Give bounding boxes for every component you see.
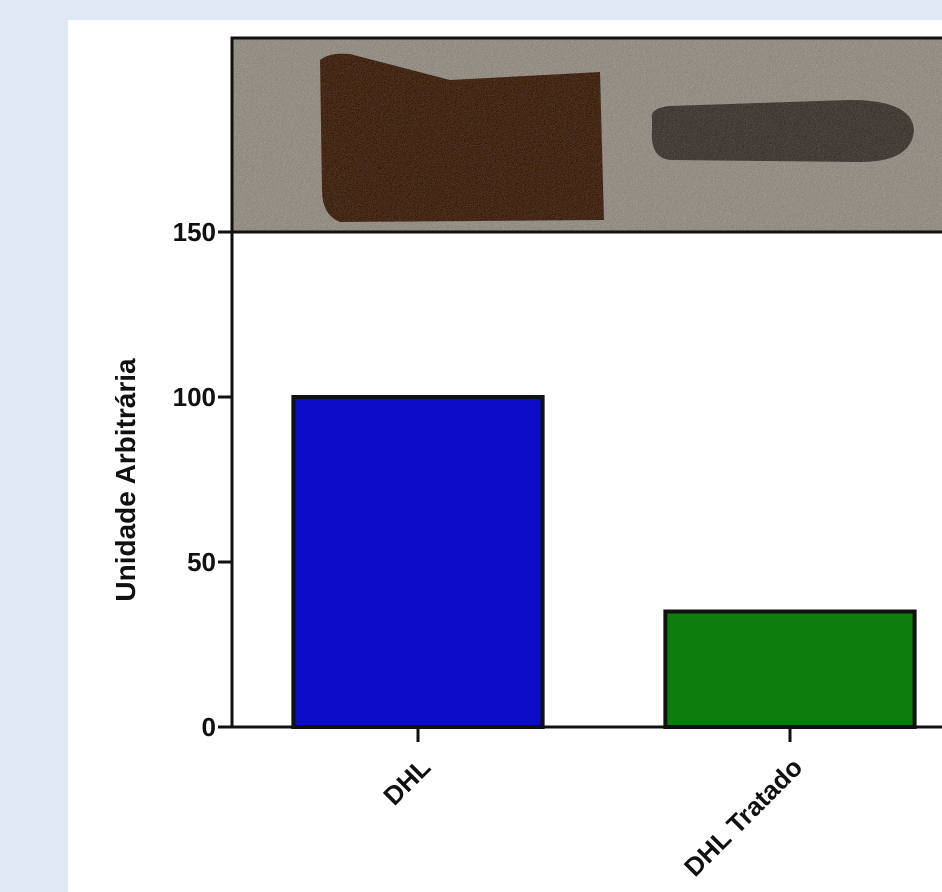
blot-image — [232, 38, 942, 232]
bar — [293, 397, 542, 727]
y-tick-label: 50 — [187, 547, 216, 577]
chart: Unidade Arbitrária 050100150DHLDHL Trata… — [0, 0, 942, 892]
page: {"chart_data": {"type": "bar", "y_label"… — [0, 0, 942, 892]
y-tick-label: 0 — [202, 712, 216, 742]
y-tick-label: 150 — [173, 217, 216, 247]
bar — [665, 612, 914, 728]
y-axis-label: Unidade Arbitrária — [110, 358, 141, 602]
y-tick-label: 100 — [173, 382, 216, 412]
